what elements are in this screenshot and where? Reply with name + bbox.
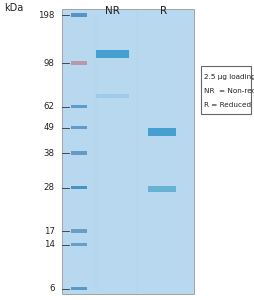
Text: 17: 17	[44, 226, 55, 236]
Bar	[95, 94, 128, 98]
Bar	[71, 126, 86, 129]
Bar	[71, 229, 86, 233]
Bar	[71, 243, 86, 246]
Text: 28: 28	[44, 183, 55, 192]
Text: 198: 198	[38, 11, 55, 20]
Bar	[71, 151, 86, 155]
Text: 49: 49	[44, 123, 55, 132]
Bar	[71, 13, 86, 17]
Text: NR: NR	[104, 6, 119, 16]
Text: 14: 14	[44, 240, 55, 249]
Bar	[147, 128, 175, 136]
Bar	[62, 9, 193, 294]
Text: 38: 38	[44, 148, 55, 158]
Bar	[71, 287, 86, 290]
Text: NR  = Non-reduced: NR = Non-reduced	[203, 88, 254, 94]
Text: 62: 62	[44, 102, 55, 111]
Text: 6: 6	[49, 284, 55, 293]
Bar	[71, 105, 86, 108]
Bar	[95, 50, 128, 58]
Text: 2.5 μg loading: 2.5 μg loading	[203, 74, 254, 80]
Bar	[71, 61, 86, 65]
Text: R = Reduced: R = Reduced	[203, 102, 250, 108]
Text: kDa: kDa	[4, 3, 24, 13]
Text: R: R	[159, 6, 166, 16]
Text: 98: 98	[44, 58, 55, 68]
Bar	[147, 186, 175, 192]
Bar	[71, 185, 86, 190]
Bar	[201, 66, 250, 114]
